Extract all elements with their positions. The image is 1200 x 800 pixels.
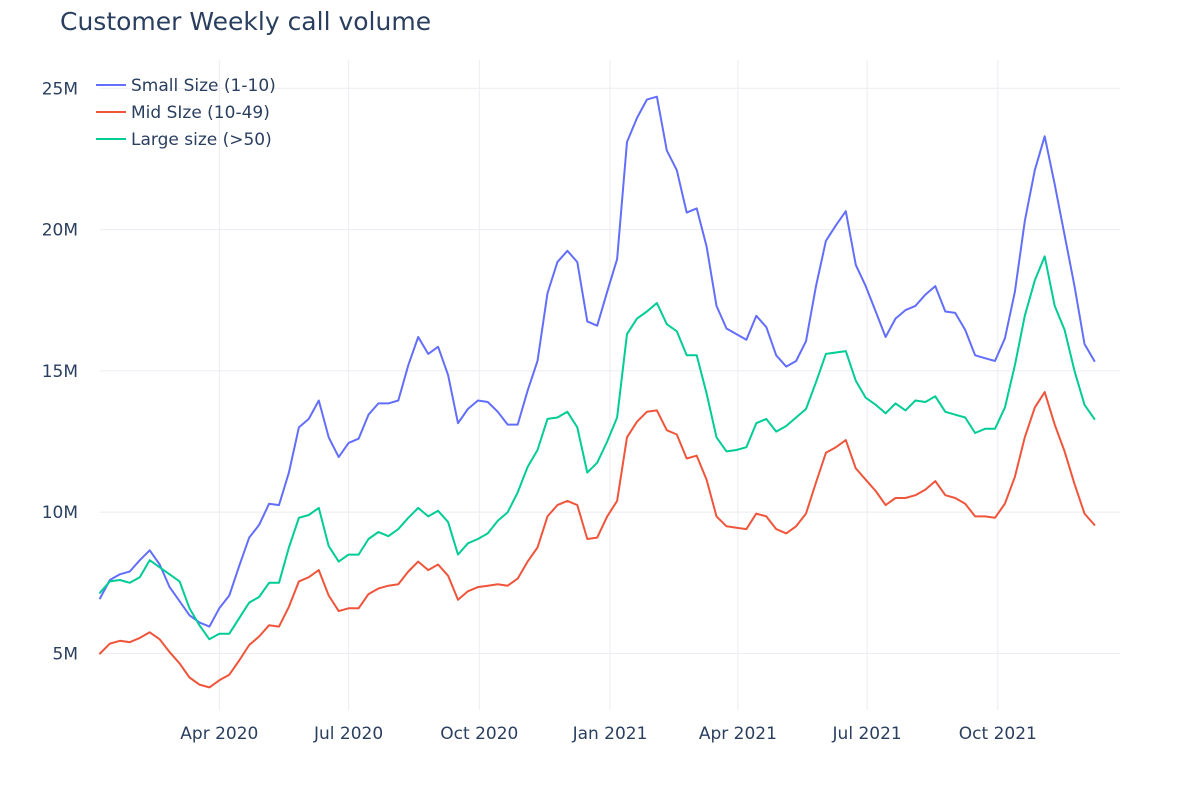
series-lines	[99, 95, 1096, 689]
series-line-2	[99, 391, 1096, 689]
x-tick-label: Jan 2021	[572, 724, 648, 744]
x-tick-label: Apr 2021	[699, 724, 777, 744]
y-tick-label: 10M	[42, 503, 78, 523]
legend-label: Small Size (1-10)	[131, 76, 276, 96]
legend-item-3[interactable]: Large size (>50)	[96, 130, 272, 150]
legend[interactable]: Small Size (1-10) Mid SIze (10-49) Large s…	[96, 76, 276, 150]
legend-label: Large size (>50)	[131, 130, 272, 150]
x-tick-label: Jul 2021	[832, 724, 902, 744]
legend-label: Mid SIze (10-49)	[131, 103, 270, 123]
y-tick-label: 15M	[42, 362, 78, 382]
chart-title: Customer Weekly call volume	[60, 7, 431, 36]
series-line-3	[99, 255, 1096, 641]
x-tick-label: Jul 2020	[313, 724, 383, 744]
y-axis-tick-labels: 5M 10M 15M 20M 25M	[42, 79, 78, 664]
x-tick-label: Oct 2021	[959, 724, 1037, 744]
series-line-1	[99, 95, 1096, 628]
x-axis-tick-labels: Apr 2020 Jul 2020 Oct 2020 Jan 2021 Apr 2021…	[180, 724, 1037, 744]
legend-item-1[interactable]: Small Size (1-10)	[96, 76, 276, 96]
x-tick-label: Apr 2020	[180, 724, 258, 744]
y-tick-label: 25M	[42, 79, 78, 99]
x-tick-label: Oct 2020	[440, 724, 518, 744]
y-tick-label: 20M	[42, 221, 78, 241]
legend-item-2[interactable]: Mid SIze (10-49)	[96, 103, 270, 123]
y-tick-label: 5M	[53, 644, 78, 664]
grid-lines	[100, 60, 1120, 710]
